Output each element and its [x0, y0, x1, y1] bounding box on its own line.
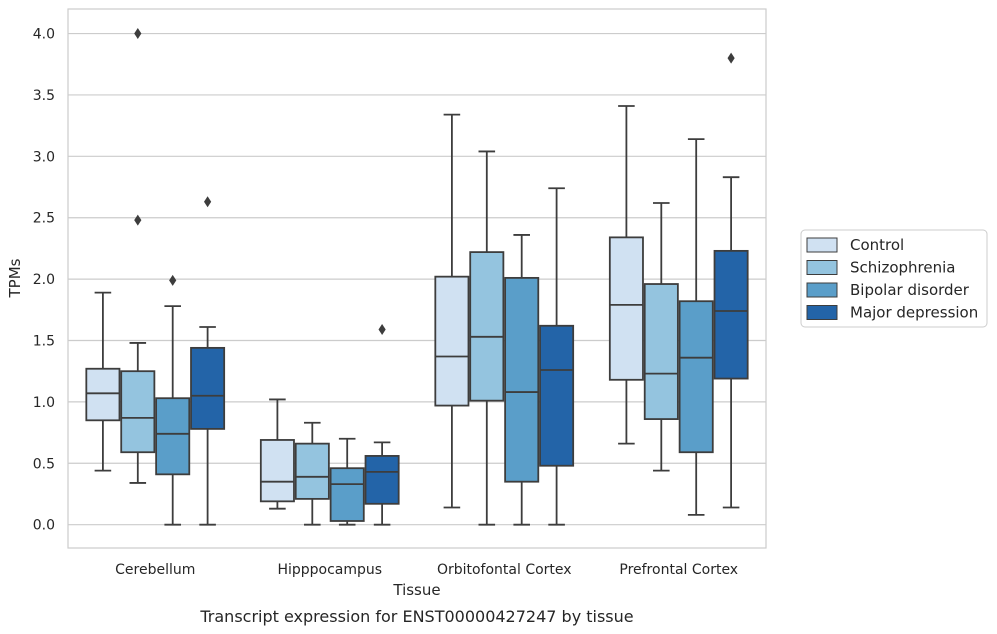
- outlier-point: [204, 196, 212, 208]
- box-1-3: [434, 113, 470, 509]
- legend: Control Schizophrenia Bipolar disorder Majo…: [800, 229, 988, 328]
- y-tick-labels: 0.0 0.5 1.0 1.5 2.0 2.5 3.0 3.5 4.0: [33, 27, 55, 534]
- boxes: [85, 28, 749, 526]
- legend-label: Major depression: [850, 304, 978, 322]
- box-2-3: [469, 150, 505, 526]
- outlier-point: [727, 52, 735, 64]
- legend-label: Bipolar disorder: [850, 281, 970, 299]
- y-tick-label: 0.0: [33, 518, 55, 534]
- box-iqr: [434, 275, 470, 407]
- box-iqr: [329, 467, 365, 522]
- x-tick-label: Cerebellum: [115, 562, 195, 578]
- y-axis-label: TPMs: [6, 258, 24, 298]
- box-iqr: [539, 324, 575, 467]
- outlier-point: [134, 28, 142, 40]
- y-tick-label: 3.0: [33, 149, 55, 165]
- y-tick-label: 4.0: [33, 27, 55, 43]
- box-iqr: [259, 439, 295, 503]
- y-tick-label: 1.0: [33, 395, 55, 411]
- box-iqr: [643, 283, 679, 420]
- box-iqr: [364, 455, 400, 505]
- y-tick-label: 2.0: [33, 272, 55, 288]
- box-iqr: [469, 251, 505, 402]
- plot-frame: [67, 8, 767, 549]
- x-tick-label: Prefrontal Cortex: [619, 562, 738, 578]
- box-2-4: [643, 202, 679, 472]
- box-1-2: [259, 398, 295, 510]
- box-iqr: [120, 370, 156, 454]
- box-2-1: [120, 28, 156, 484]
- box-4-3: [539, 187, 575, 526]
- x-tick-labels: Cerebellum Hipppocampus Orbitofontal Corte…: [115, 562, 738, 578]
- box-iqr: [294, 442, 330, 500]
- legend-swatch: [806, 305, 838, 320]
- box-iqr: [678, 300, 714, 454]
- box-iqr: [504, 276, 540, 483]
- legend-label: Schizophrenia: [850, 259, 955, 277]
- chart-caption: Transcript expression for ENST0000042724…: [199, 607, 633, 626]
- box-1-1: [85, 291, 121, 472]
- box-4-4: [713, 52, 749, 509]
- legend-swatch: [806, 237, 838, 253]
- box-1-4: [608, 105, 644, 445]
- legend-swatch: [806, 260, 838, 275]
- box-iqr: [85, 367, 121, 422]
- y-tick-label: 0.5: [33, 456, 55, 472]
- y-tick-label: 1.5: [33, 334, 55, 350]
- y-tick-label: 2.5: [33, 211, 55, 227]
- x-tick-label: Orbitofontal Cortex: [437, 562, 572, 578]
- legend-frame: [800, 229, 988, 328]
- outlier-point: [169, 274, 177, 286]
- box-4-1: [190, 196, 226, 526]
- box-3-2: [329, 437, 365, 526]
- x-axis-label: Tissue: [392, 581, 440, 599]
- box-iqr: [190, 346, 226, 430]
- outlier-point: [134, 214, 142, 226]
- box-3-1: [155, 274, 191, 526]
- box-iqr: [608, 236, 644, 381]
- outlier-point: [378, 323, 386, 335]
- box-3-4: [678, 138, 714, 516]
- box-2-2: [294, 421, 330, 526]
- y-tick-label: 3.5: [33, 88, 55, 104]
- box-4-2: [364, 323, 400, 526]
- legend-swatch: [806, 282, 838, 298]
- x-tick-label: Hipppocampus: [277, 562, 382, 578]
- legend-label: Control: [850, 236, 904, 254]
- box-iqr: [155, 397, 191, 476]
- box-iqr: [713, 249, 749, 380]
- box-3-3: [504, 234, 540, 526]
